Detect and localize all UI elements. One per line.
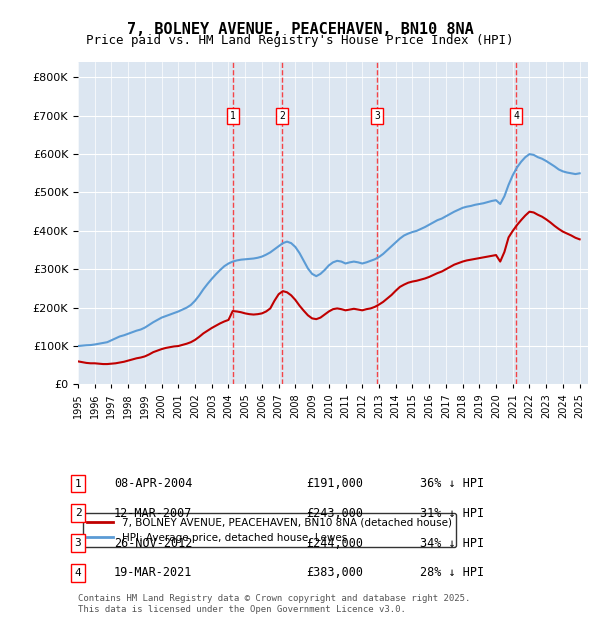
Text: Contains HM Land Registry data © Crown copyright and database right 2025.
This d: Contains HM Land Registry data © Crown c… bbox=[78, 595, 470, 614]
Text: 31% ↓ HPI: 31% ↓ HPI bbox=[420, 507, 484, 520]
Text: Price paid vs. HM Land Registry's House Price Index (HPI): Price paid vs. HM Land Registry's House … bbox=[86, 34, 514, 47]
Text: £383,000: £383,000 bbox=[306, 567, 363, 579]
Text: 08-APR-2004: 08-APR-2004 bbox=[114, 477, 193, 490]
Text: 7, BOLNEY AVENUE, PEACEHAVEN, BN10 8NA: 7, BOLNEY AVENUE, PEACEHAVEN, BN10 8NA bbox=[127, 22, 473, 37]
Text: 19-MAR-2021: 19-MAR-2021 bbox=[114, 567, 193, 579]
Text: 28% ↓ HPI: 28% ↓ HPI bbox=[420, 567, 484, 579]
Legend: 7, BOLNEY AVENUE, PEACEHAVEN, BN10 8NA (detached house), HPI: Average price, det: 7, BOLNEY AVENUE, PEACEHAVEN, BN10 8NA (… bbox=[83, 513, 456, 547]
Text: 26-NOV-2012: 26-NOV-2012 bbox=[114, 537, 193, 549]
Text: £191,000: £191,000 bbox=[306, 477, 363, 490]
Text: 3: 3 bbox=[374, 111, 380, 121]
Text: 36% ↓ HPI: 36% ↓ HPI bbox=[420, 477, 484, 490]
Text: 4: 4 bbox=[74, 568, 82, 578]
Text: 2: 2 bbox=[279, 111, 285, 121]
Text: 1: 1 bbox=[230, 111, 236, 121]
Text: 2: 2 bbox=[74, 508, 82, 518]
Text: 34% ↓ HPI: 34% ↓ HPI bbox=[420, 537, 484, 549]
Text: 3: 3 bbox=[74, 538, 82, 548]
Text: 4: 4 bbox=[514, 111, 519, 121]
Text: 12-MAR-2007: 12-MAR-2007 bbox=[114, 507, 193, 520]
Text: £243,000: £243,000 bbox=[306, 507, 363, 520]
Text: 1: 1 bbox=[74, 479, 82, 489]
Text: £244,000: £244,000 bbox=[306, 537, 363, 549]
